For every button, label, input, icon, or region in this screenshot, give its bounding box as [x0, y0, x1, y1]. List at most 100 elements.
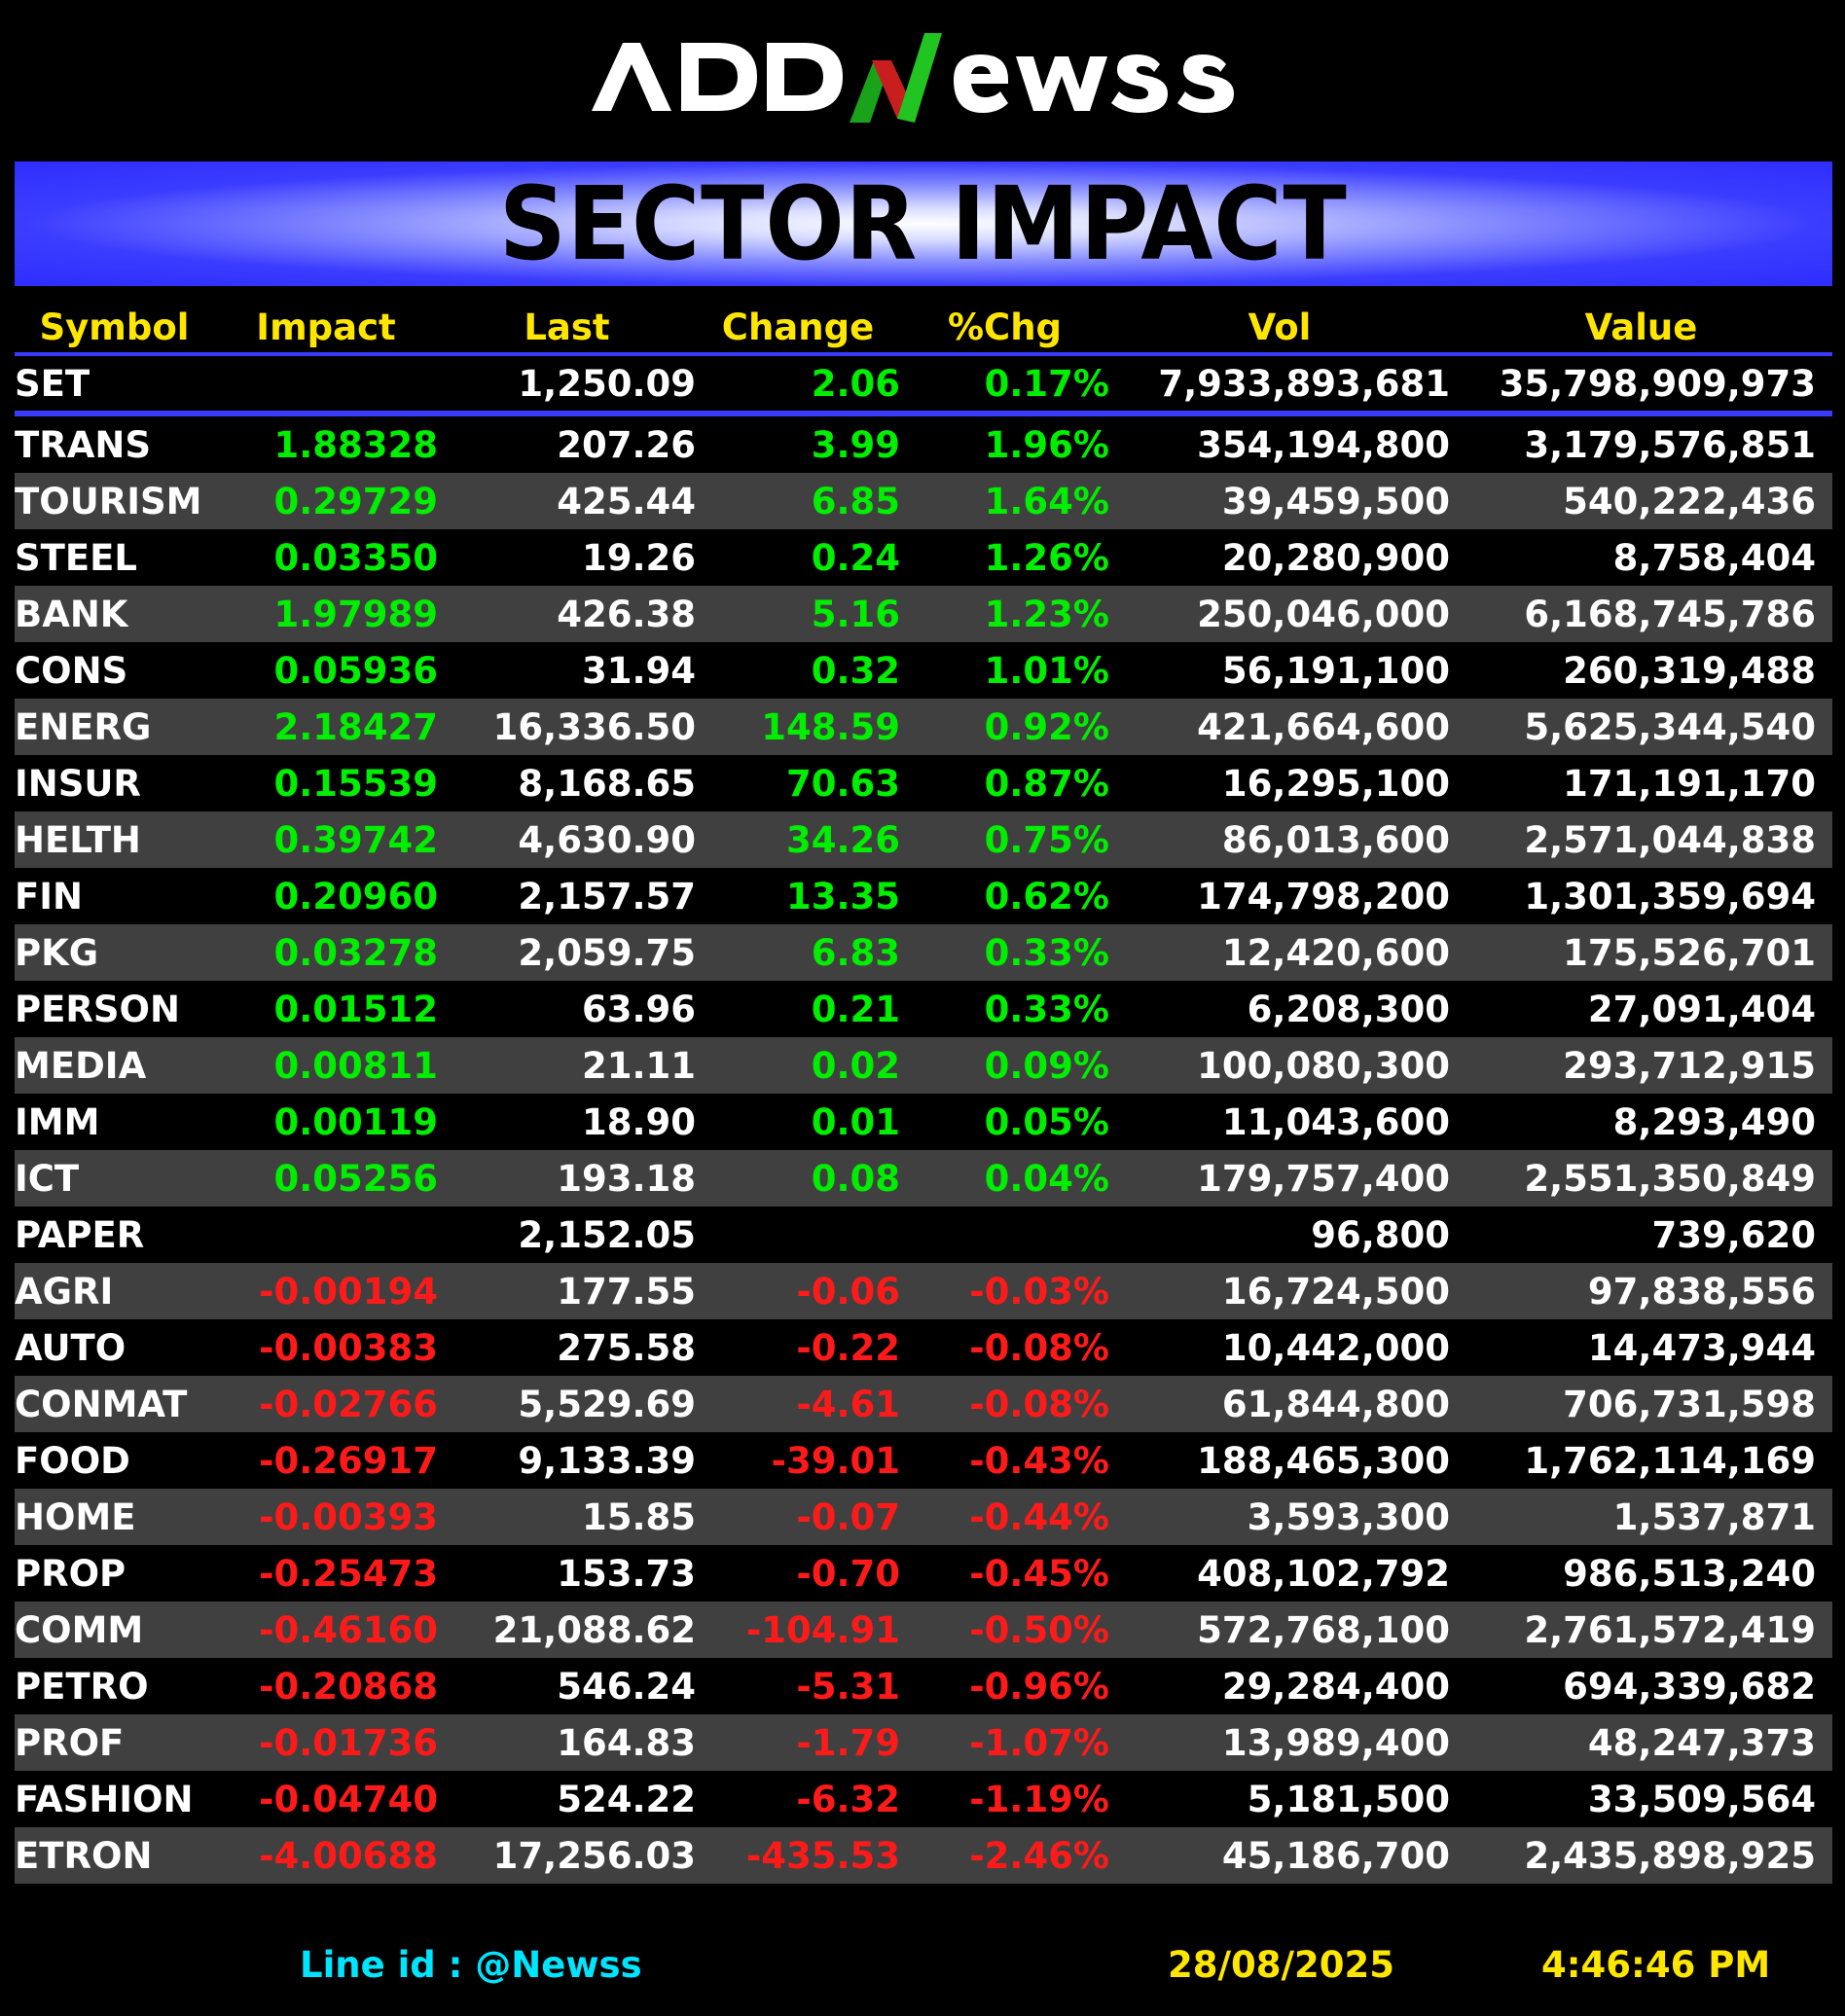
- cell-last: 8,168.65: [518, 762, 696, 805]
- cell-vol: 56,191,100: [1221, 649, 1450, 692]
- cell-pct-chg: 0.62%: [984, 875, 1109, 918]
- cell-last: 17,256.03: [438, 1827, 696, 1884]
- cell-vol: 5,181,500: [1247, 1778, 1450, 1820]
- cell-value: 540,222,436: [1450, 473, 1832, 529]
- cell-change: 0.01: [811, 1100, 900, 1143]
- cell-symbol: SET: [15, 362, 90, 405]
- cell-vol: 61,844,800: [1109, 1376, 1450, 1432]
- sector-impact-table: Symbol Impact Last Change %Chg Vol Value…: [15, 302, 1832, 1884]
- cell-symbol: MEDIA: [15, 1037, 214, 1094]
- table-row: TOURISM 0.29729 425.44 6.85 1.64% 39,459,500 5…: [15, 473, 1832, 529]
- cell-last: 425.44: [438, 473, 696, 529]
- cell-impact: 0.20960: [273, 875, 438, 918]
- cell-pct-chg: -1.19%: [969, 1778, 1109, 1820]
- cell-vol: 29,284,400: [1221, 1665, 1450, 1708]
- table-row: AUTO -0.00383 275.58 -0.22 -0.08% 10,442,000 1…: [15, 1319, 1832, 1376]
- table-row: AGRI -0.00194 177.55 -0.06 -0.03% 16,724,500 9…: [15, 1263, 1832, 1319]
- cell-symbol: IMM: [15, 1100, 100, 1143]
- cell-last: 193.18: [438, 1150, 696, 1206]
- cell-change: 0.32: [811, 649, 900, 692]
- cell-change: 0.08: [696, 1150, 900, 1206]
- index-row-set: SET 1,250.09 2.06 0.17% 7,933,893,681 35…: [15, 356, 1832, 414]
- cell-change: -4.61: [696, 1376, 900, 1432]
- cell-vol: 100,080,300: [1109, 1037, 1450, 1094]
- table-row: CONMAT -0.02766 5,529.69 -4.61 -0.08% 61,844,…: [15, 1376, 1832, 1432]
- cell-value: 1,301,359,694: [1524, 875, 1816, 918]
- cell-change: -39.01: [771, 1439, 900, 1482]
- cell-change: 0.21: [811, 988, 900, 1030]
- cell-symbol: FOOD: [15, 1439, 130, 1482]
- cell-vol: 16,295,100: [1221, 762, 1450, 805]
- cell-change: 2.06: [811, 362, 900, 405]
- cell-symbol: PERSON: [15, 988, 180, 1030]
- cell-pct-chg: 0.04%: [900, 1150, 1109, 1206]
- cell-impact: 0.29729: [214, 473, 438, 529]
- cell-impact: -0.02766: [214, 1376, 438, 1432]
- cell-value: 8,758,404: [1612, 536, 1816, 579]
- cell-last: 16,336.50: [438, 699, 696, 755]
- cell-value: 2,551,350,849: [1450, 1150, 1832, 1206]
- cell-symbol: STEEL: [15, 536, 138, 579]
- cell-last: 21,088.62: [438, 1602, 696, 1658]
- cell-value: 14,473,944: [1587, 1326, 1816, 1369]
- cell-impact: 0.03350: [273, 536, 438, 579]
- col-header-change: Change: [721, 306, 875, 348]
- cell-pct-chg: 1.96%: [984, 423, 1109, 466]
- cell-symbol: HOME: [15, 1489, 214, 1545]
- cell-symbol: PROF: [15, 1714, 214, 1771]
- cell-vol: 16,724,500: [1109, 1263, 1450, 1319]
- cell-symbol: AGRI: [15, 1263, 214, 1319]
- cell-impact: 0.01512: [273, 988, 438, 1030]
- cell-symbol: HELTH: [15, 811, 214, 868]
- cell-impact: -0.04740: [259, 1778, 438, 1820]
- cell-impact: 1.97989: [214, 586, 438, 642]
- cell-value: 171,191,170: [1563, 762, 1816, 805]
- time-label: 4:46:46 PM: [1541, 1944, 1771, 1986]
- cell-change: -5.31: [796, 1665, 900, 1708]
- cell-last: 2,059.75: [438, 924, 696, 981]
- cell-last: 275.58: [557, 1326, 696, 1369]
- cell-last: 524.22: [557, 1778, 696, 1820]
- cell-value: 8,293,490: [1612, 1100, 1816, 1143]
- cell-vol: 354,194,800: [1197, 423, 1450, 466]
- cell-vol: 179,757,400: [1109, 1150, 1450, 1206]
- cell-impact: 0.03278: [214, 924, 438, 981]
- cell-value: 1,762,114,169: [1524, 1439, 1816, 1482]
- cell-symbol: ETRON: [15, 1827, 214, 1884]
- cell-impact: 0.00119: [273, 1100, 438, 1143]
- cell-vol: 250,046,000: [1109, 586, 1450, 642]
- cell-last: 426.38: [438, 586, 696, 642]
- table-row: INSUR 0.15539 8,168.65 70.63 0.87% 16,295,100…: [15, 755, 1832, 811]
- cell-impact: 0.39742: [214, 811, 438, 868]
- cell-impact: 1.88328: [273, 423, 438, 466]
- cell-vol: 11,043,600: [1221, 1100, 1450, 1143]
- cell-change: [696, 1206, 900, 1263]
- cell-impact: -4.00688: [214, 1827, 438, 1884]
- cell-pct-chg: -2.46%: [900, 1827, 1109, 1884]
- date-label: 28/08/2025: [1168, 1944, 1394, 1986]
- cell-value: 2,435,898,925: [1450, 1827, 1832, 1884]
- cell-last: 9,133.39: [518, 1439, 696, 1482]
- cell-pct-chg: 1.01%: [984, 649, 1109, 692]
- table-row: HELTH 0.39742 4,630.90 34.26 0.75% 86,013,600…: [15, 811, 1832, 868]
- cell-impact: -0.25473: [259, 1552, 438, 1595]
- table-row: PAPER 2,152.05 96,800 739,620: [15, 1206, 1832, 1263]
- brand-logo: [0, 21, 1845, 148]
- col-header-value: Value: [1584, 306, 1698, 348]
- cell-value: 97,838,556: [1450, 1263, 1832, 1319]
- cell-change: 0.02: [696, 1037, 900, 1094]
- cell-pct-chg: 0.17%: [984, 362, 1109, 405]
- cell-change: -6.32: [796, 1778, 900, 1820]
- cell-change: -0.70: [796, 1552, 900, 1595]
- table-row: ETRON -4.00688 17,256.03 -435.53 -2.46% 45,18…: [15, 1827, 1832, 1884]
- cell-value: 706,731,598: [1450, 1376, 1832, 1432]
- cell-pct-chg: -0.03%: [900, 1263, 1109, 1319]
- cell-vol: 188,465,300: [1197, 1439, 1450, 1482]
- line-id-label: Line id : @Newss: [300, 1944, 642, 1986]
- cell-change: 34.26: [696, 811, 900, 868]
- col-header-vol: Vol: [1248, 306, 1312, 348]
- table-row: MEDIA 0.00811 21.11 0.02 0.09% 100,080,300 293…: [15, 1037, 1832, 1094]
- cell-vol: 86,013,600: [1109, 811, 1450, 868]
- cell-last: 31.94: [581, 649, 696, 692]
- cell-value: 35,798,909,973: [1499, 362, 1816, 405]
